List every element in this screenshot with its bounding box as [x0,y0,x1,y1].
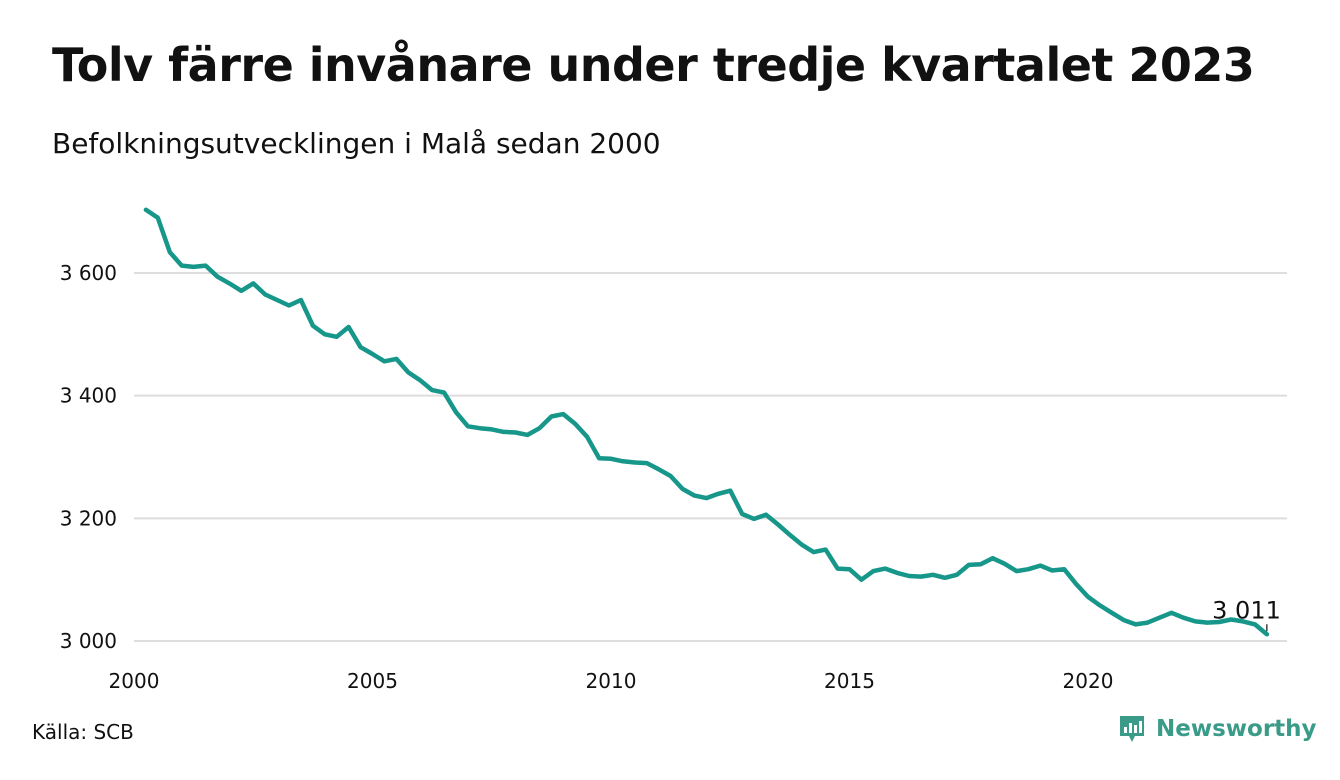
series-line [143,207,1270,637]
chart-subtitle: Befolkningsutvecklingen i Malå sedan 200… [52,127,661,160]
annotation-layer: 3 011 [1212,596,1281,632]
x-tick-label: 2000 [109,669,160,693]
grid-lines [134,272,1287,642]
brand-name: Newsworthy [1156,716,1317,742]
x-tick-label: 2015 [824,669,875,693]
y-tick-label: 3 400 [60,384,117,408]
y-tick-label: 3 000 [60,629,117,653]
brand-logo: Newsworthy [1118,714,1317,744]
x-tick-label: 2020 [1063,669,1114,693]
y-axis-tick-labels: 3 000 3 200 3 400 3 600 [60,261,117,653]
last-value-label: 3 011 [1212,596,1281,624]
newsworthy-logo-icon [1120,716,1144,742]
line-chart: 3 000 3 200 3 400 3 600 2000 2005 2010 2015 202… [60,207,1287,693]
series-layer [143,207,1270,637]
x-tick-label: 2005 [347,669,398,693]
y-tick-label: 3 200 [60,506,117,530]
y-tick-label: 3 600 [60,261,117,285]
source-note: Källa: SCB [32,720,134,744]
chart-title: Tolv färre invånare under tredje kvartal… [52,38,1255,92]
x-tick-label: 2010 [586,669,637,693]
x-axis-tick-labels: 2000 2005 2010 2015 2020 [109,669,1114,693]
